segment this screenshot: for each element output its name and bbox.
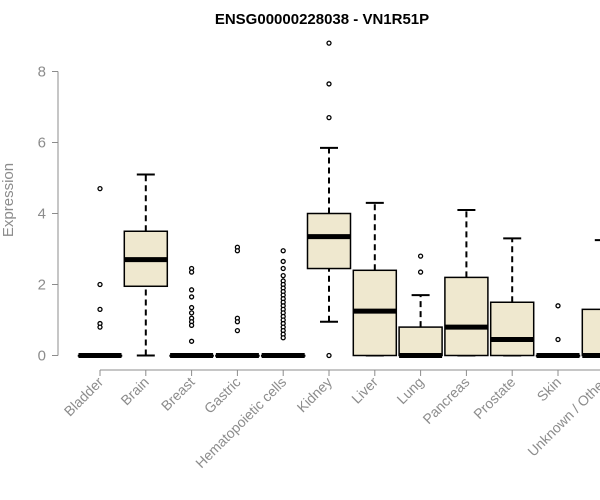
y-tick-label: 4 <box>38 206 46 223</box>
outlier-point <box>555 303 561 309</box>
outlier-point <box>97 306 103 313</box>
box-body <box>306 212 352 270</box>
outlier-point <box>97 281 103 288</box>
x-tick-label: Bladder <box>61 374 107 420</box>
outlier-point <box>280 335 286 341</box>
box-gastric <box>215 244 260 358</box>
box-body <box>398 326 443 357</box>
outlier-point <box>417 253 424 259</box>
box-lung <box>398 253 443 358</box>
y-tick-label: 0 <box>38 348 46 365</box>
chart-title: ENSG00000228038 - VN1R51P <box>215 11 429 28</box>
outlier-point <box>188 294 195 300</box>
outlier-point <box>188 304 195 311</box>
outlier-point <box>326 352 332 359</box>
outlier-point <box>97 324 103 330</box>
outlier-point <box>188 287 195 293</box>
x-tick-label: Skin <box>534 374 565 405</box>
outlier-point <box>326 115 332 121</box>
outlier-point <box>188 322 195 328</box>
x-tick-label: Pancreas <box>419 374 472 427</box>
outlier-point <box>555 336 561 343</box>
box-prostate <box>489 237 535 357</box>
x-tick-label: Prostate <box>470 374 518 422</box>
box-kidney <box>306 40 352 359</box>
outlier-point <box>280 265 286 272</box>
box-body <box>581 308 600 357</box>
x-tick-label: Brain <box>117 374 151 408</box>
outlier-point <box>417 269 424 275</box>
outlier-point <box>280 248 286 254</box>
outlier-point <box>188 310 195 316</box>
box-body <box>444 276 489 357</box>
box-unknown-other <box>581 239 600 358</box>
y-axis: 0 2 4 6 8 <box>38 64 59 365</box>
y-tick-label: 8 <box>38 64 46 81</box>
box-bladder <box>77 185 123 358</box>
box-skin <box>535 303 581 358</box>
box-liver <box>352 201 398 357</box>
box-hematopoietic-cells <box>260 248 306 358</box>
outlier-point <box>188 269 195 275</box>
boxes-group <box>77 40 600 359</box>
x-tick-label: Kidney <box>294 374 336 416</box>
x-tick-label: Gastric <box>201 374 244 417</box>
outlier-point <box>234 248 241 254</box>
outlier-point <box>280 272 286 279</box>
outlier-point <box>326 40 332 46</box>
y-axis-label: Expression <box>0 163 17 237</box>
outlier-point <box>326 81 332 87</box>
box-breast <box>169 265 214 358</box>
box-brain <box>123 173 169 357</box>
x-tick-label: Breast <box>158 374 198 414</box>
outlier-point <box>234 319 241 325</box>
x-tick-label: Liver <box>348 374 381 407</box>
outlier-point <box>97 185 103 192</box>
box-pancreas <box>444 208 489 357</box>
outlier-point <box>188 338 195 344</box>
box-body <box>489 301 535 357</box>
y-tick-label: 2 <box>38 277 46 294</box>
x-tick-label: Lung <box>393 374 426 407</box>
outlier-point <box>280 258 286 265</box>
y-tick-label: 6 <box>38 135 46 152</box>
outlier-point <box>234 327 241 334</box>
x-tick-label: Hematopoietic cells <box>192 374 289 471</box>
